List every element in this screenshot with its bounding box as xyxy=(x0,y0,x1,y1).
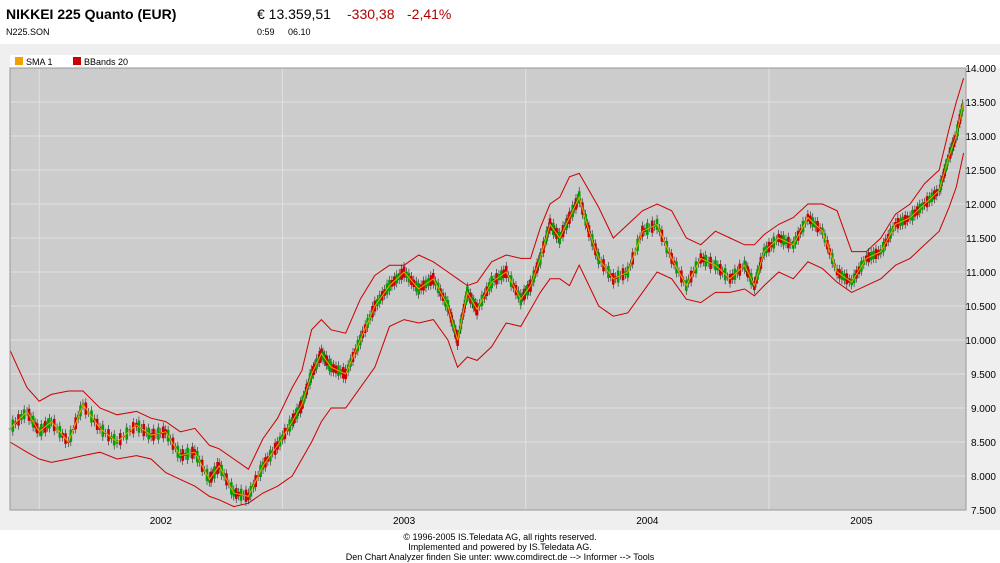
y-tick-label: 10.500 xyxy=(965,302,996,313)
y-tick-label: 9.500 xyxy=(971,370,996,381)
instrument-symbol: N225.SON xyxy=(6,27,50,37)
x-tick-label: 2005 xyxy=(850,516,873,527)
y-tick-label: 7.500 xyxy=(971,506,996,517)
y-tick-label: 12.500 xyxy=(965,166,996,177)
sma-line xyxy=(9,101,965,497)
price-change: -330,38 xyxy=(347,6,395,22)
x-tick-label: 2002 xyxy=(150,516,173,527)
plot-border xyxy=(9,67,967,511)
y-tick-label: 13.000 xyxy=(965,132,996,143)
y-tick-label: 8.000 xyxy=(971,472,996,483)
y-tick-label: 13.500 xyxy=(965,98,996,109)
footer-copyright: © 1996-2005 IS.Teledata AG, all rights r… xyxy=(403,532,597,542)
x-tick-label: 2004 xyxy=(636,516,659,527)
price-change-percent: -2,41% xyxy=(407,6,452,22)
instrument-title: NIKKEI 225 Quanto (EUR) xyxy=(6,6,177,22)
legend-swatch-1 xyxy=(15,57,23,65)
y-tick-label: 14.000 xyxy=(965,64,996,75)
legend-strip xyxy=(10,55,1000,68)
legend-label-1: SMA 1 xyxy=(26,57,53,67)
y-tick-label: 9.000 xyxy=(971,404,996,415)
y-tick-label: 8.500 xyxy=(971,438,996,449)
footer-powered-by: Implemented and powered by IS.Teledata A… xyxy=(408,542,592,552)
quote-time: 0:59 xyxy=(257,27,275,37)
footer-tools-link[interactable]: Den Chart Analyzer finden Sie unter: www… xyxy=(345,552,655,562)
y-tick-label: 10.000 xyxy=(965,336,996,347)
bband-lower-line xyxy=(9,152,965,508)
y-tick-label: 12.000 xyxy=(965,200,996,211)
x-tick-label: 2003 xyxy=(393,516,416,527)
legend-swatch-2 xyxy=(73,57,81,65)
bband-upper-line xyxy=(9,78,965,470)
price-chart: SMA 1 BBands 20 7.500 8.000 8.500 9.000 9.500 1… xyxy=(8,55,1000,527)
chart-area: SMA 1 BBands 20 7.500 8.000 8.500 9.000 9.500 1… xyxy=(0,44,1000,530)
legend-label-2: BBands 20 xyxy=(84,57,128,67)
y-tick-label: 11.000 xyxy=(966,268,996,279)
y-tick-label: 11.500 xyxy=(966,234,996,245)
footer: © 1996-2005 IS.Teledata AG, all rights r… xyxy=(0,532,1000,562)
quote-header: NIKKEI 225 Quanto (EUR) N225.SON € 13.35… xyxy=(0,0,1000,44)
quote-date: 06.10 xyxy=(288,27,311,37)
last-price: € 13.359,51 xyxy=(257,6,331,22)
